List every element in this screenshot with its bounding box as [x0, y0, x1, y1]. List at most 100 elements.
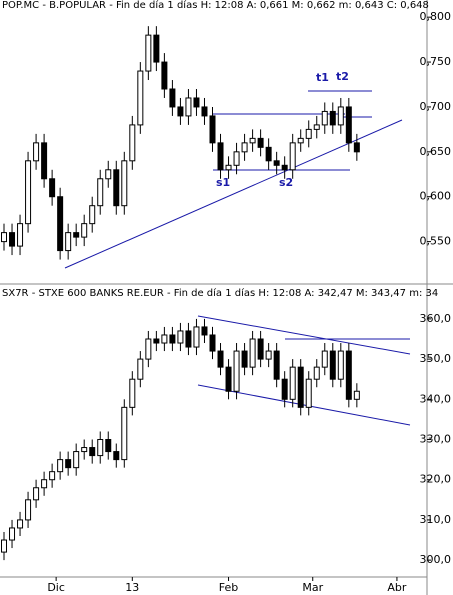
candle-body: [17, 223, 24, 247]
y-tick-label: 0,700: [420, 100, 452, 113]
candle-body: [281, 164, 288, 171]
candle-body: [257, 137, 264, 148]
candle-body: [185, 330, 192, 348]
candle-body: [105, 169, 112, 180]
candle-body: [65, 232, 72, 252]
annotation: s2: [279, 176, 293, 189]
candle-body: [241, 350, 248, 368]
y-tick-label: 360,0: [420, 312, 452, 325]
candle-body: [161, 334, 168, 344]
candle-body: [81, 447, 88, 453]
candle-body: [265, 350, 272, 360]
candle-body: [25, 160, 32, 225]
panel-title: SX7R - STXE 600 BANKS RE.EUR - Fin de dí…: [2, 287, 438, 299]
candle-body: [113, 451, 120, 461]
candle-body: [41, 142, 48, 180]
candle-body: [153, 34, 160, 63]
candle-body: [73, 451, 80, 469]
y-tick-label: 340,0: [420, 392, 452, 405]
candle-body: [169, 334, 176, 344]
candle-body: [153, 338, 160, 344]
candle-body: [217, 142, 224, 171]
candle-body: [289, 366, 296, 400]
annotation: s1: [216, 176, 230, 189]
candle-body: [209, 115, 216, 144]
candle-body: [105, 439, 112, 453]
y-tick-label: 320,0: [420, 473, 452, 486]
candle-body: [17, 519, 24, 529]
trend-line: [64, 119, 403, 269]
candle-body: [297, 137, 304, 144]
candle-body: [305, 128, 312, 139]
candle-body: [49, 471, 56, 481]
candle-body: [49, 178, 56, 198]
candle-body: [225, 164, 232, 171]
candle-body: [9, 232, 16, 247]
candle-body: [337, 106, 344, 126]
channel-line: [197, 315, 411, 355]
candle-body: [257, 338, 264, 360]
candle-body: [233, 151, 240, 166]
candle-body: [217, 350, 224, 368]
candle-body: [313, 124, 320, 130]
candle-body: [353, 390, 360, 400]
candle-body: [113, 169, 120, 207]
candle-body: [297, 366, 304, 408]
candle-body: [233, 350, 240, 392]
candle-body: [73, 232, 80, 238]
candle-body: [289, 142, 296, 171]
candle-body: [177, 106, 184, 117]
candle-body: [241, 142, 248, 153]
candle-body: [249, 338, 256, 368]
candle-body: [201, 326, 208, 336]
candle-body: [129, 378, 136, 408]
candle-body: [273, 350, 280, 380]
candle-body: [193, 97, 200, 108]
candle-body: [345, 350, 352, 400]
candle-body: [41, 479, 48, 489]
y-tick-label: 0,600: [420, 190, 452, 203]
candle-body: [169, 88, 176, 108]
candle-body: [353, 142, 360, 153]
candle-body: [193, 326, 200, 348]
candle-body: [137, 358, 144, 380]
annotation: t1: [316, 71, 329, 84]
candle-body: [97, 439, 104, 457]
candle-body: [121, 406, 128, 461]
candle-body: [145, 338, 152, 360]
candle-body: [65, 459, 72, 469]
candle-body: [57, 196, 64, 252]
candle-body: [1, 232, 8, 243]
candle-body: [185, 97, 192, 117]
y-tick-label: 350,0: [420, 352, 452, 365]
x-tick-label: Dic: [47, 581, 65, 594]
x-tick-label: Abr: [387, 581, 407, 594]
y-tick-label: 300,0: [420, 553, 452, 566]
candle-body: [1, 539, 8, 553]
channel-line: [197, 384, 411, 426]
candle-body: [89, 447, 96, 457]
candle-body: [201, 106, 208, 117]
candle-body: [281, 378, 288, 400]
candle-body: [329, 110, 336, 126]
candle-body: [89, 205, 96, 225]
y-tick-label: 0,800: [420, 10, 452, 23]
candle-body: [33, 142, 40, 162]
candle-body: [161, 61, 168, 90]
candle-body: [9, 527, 16, 541]
y-tick-label: 330,0: [420, 433, 452, 446]
candle-body: [177, 330, 184, 344]
candle-body: [137, 70, 144, 126]
x-tick-label: Feb: [219, 581, 238, 594]
candle-body: [345, 106, 352, 144]
candle-body: [321, 110, 328, 126]
candle-body: [225, 366, 232, 392]
candle-body: [33, 487, 40, 501]
candle-body: [81, 223, 88, 238]
y-tick-label: 0,750: [420, 55, 452, 68]
candle-body: [209, 334, 216, 352]
candle-body: [321, 350, 328, 368]
y-tick-label: 310,0: [420, 513, 452, 526]
